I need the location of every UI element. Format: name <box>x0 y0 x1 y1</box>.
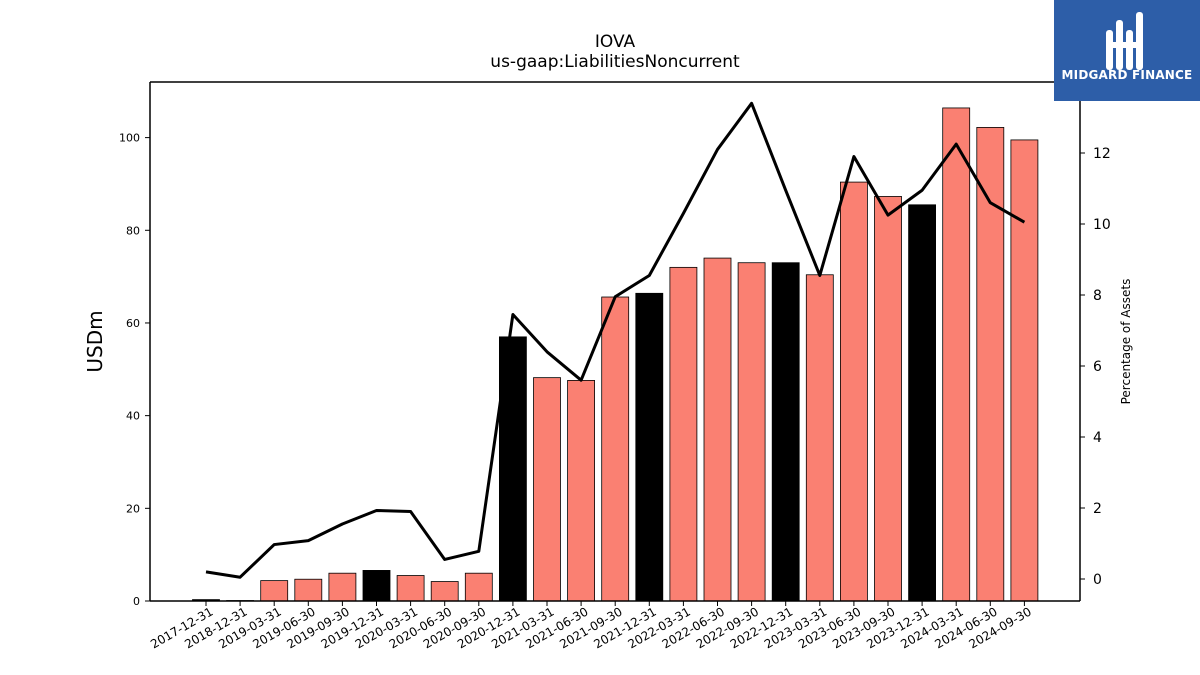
bar <box>635 292 664 602</box>
logo-mark-icon <box>1106 12 1143 70</box>
bar <box>669 266 698 602</box>
bar <box>703 257 732 602</box>
bar <box>567 380 595 602</box>
y-tick-label: 100 <box>119 132 140 145</box>
bar <box>328 572 357 602</box>
y2-tick-label: 12 <box>1093 146 1111 162</box>
bar <box>396 575 425 602</box>
bar <box>260 580 289 602</box>
y2-tick-label: 2 <box>1093 501 1102 517</box>
y2-tick-label: 6 <box>1093 359 1102 375</box>
chart-title: IOVA <box>594 32 636 52</box>
bar <box>430 581 459 602</box>
bar <box>942 107 971 602</box>
y2-tick-label: 4 <box>1093 430 1102 446</box>
bar <box>908 204 936 602</box>
y2-tick-label: 10 <box>1093 217 1111 233</box>
bar <box>601 296 630 602</box>
bar <box>464 572 493 602</box>
bar <box>1010 139 1039 602</box>
bar <box>294 578 323 602</box>
bar <box>771 262 800 602</box>
y2-tick-label: 8 <box>1093 288 1102 304</box>
y-tick-label: 0 <box>133 595 140 608</box>
y-tick-label: 40 <box>126 410 140 423</box>
y2-tick-label: 0 <box>1093 572 1102 588</box>
bar <box>976 127 1005 602</box>
bar <box>805 274 834 602</box>
midgard-finance-logo: MIDGARD FINANCE <box>1054 0 1200 101</box>
bar <box>737 262 766 602</box>
y-tick-label: 20 <box>126 502 140 515</box>
y-axis-label: USDm <box>83 310 107 372</box>
y2-axis-label: Percentage of Assets <box>1119 279 1133 405</box>
y-tick-label: 60 <box>126 317 140 330</box>
bar <box>533 377 561 602</box>
y-tick-label: 80 <box>126 224 140 237</box>
bar <box>840 181 868 602</box>
bar <box>362 570 391 602</box>
bar <box>874 196 902 602</box>
chart-subtitle: us-gaap:LiabilitiesNoncurrent <box>490 52 740 72</box>
logo-text: MIDGARD FINANCE <box>1061 68 1193 82</box>
